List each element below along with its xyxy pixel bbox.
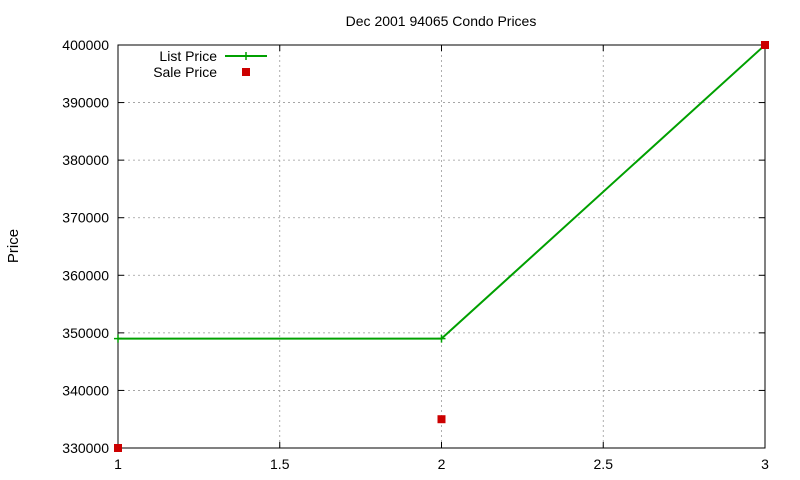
legend-label: Sale Price [153,64,217,80]
y-tick-label: 390000 [62,95,109,111]
y-tick-label: 330000 [62,440,109,456]
plot-frame [117,44,766,449]
x-tick-label: 3 [761,456,769,472]
grid [118,45,765,448]
y-tick-label: 340000 [62,382,109,398]
legend-marker [242,68,250,76]
y-axis-label: Price [5,229,22,263]
y-tick-label: 380000 [62,152,109,168]
series-sale-price [114,41,769,452]
chart-title: Dec 2001 94065 Condo Prices [346,13,537,29]
sale-price-point [437,415,446,424]
legend-marker [242,52,250,60]
y-tick-label: 360000 [62,267,109,283]
legend-label: List Price [159,48,217,64]
y-tick-label: 370000 [62,210,109,226]
x-tick-label: 2.5 [594,456,614,472]
sale-price-point [761,41,769,49]
x-tick-label: 1 [114,456,122,472]
y-tick-label: 400000 [62,37,109,53]
axis-ticks: 1 1.5 2 2.5 3 330000 340000 350000 360000 370000 3… [62,37,769,472]
sale-price-point [114,444,122,452]
x-tick-label: 2 [438,456,446,472]
y-tick-label: 350000 [62,325,109,341]
series-layer [114,41,769,452]
list-price-point [437,334,446,343]
x-tick-label: 1.5 [270,456,290,472]
list-price-point [114,334,122,343]
